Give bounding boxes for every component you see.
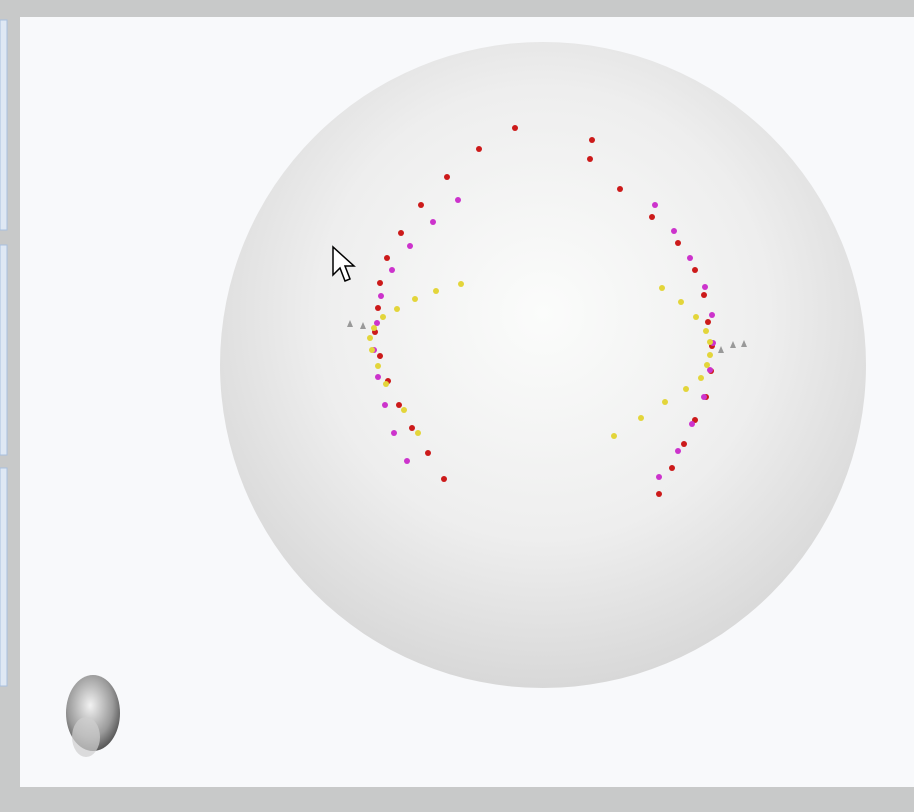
sphere [220,42,866,688]
red-sensor [649,214,655,220]
yellow-sensor [401,407,407,413]
red-sensor [398,230,404,236]
magenta-sensor [687,255,693,261]
magenta-sensor [382,402,388,408]
magenta-sensor [702,284,708,290]
magenta-sensor [709,312,715,318]
red-sensor [512,125,518,131]
magenta-sensor [652,202,658,208]
red-sensor [675,240,681,246]
fiducial [718,346,724,353]
magenta-sensor [374,320,380,326]
yellow-sensor [659,285,665,291]
red-sensor [701,292,707,298]
red-sensor [705,319,711,325]
red-sensor [681,441,687,447]
magenta-sensor [671,228,677,234]
red-sensor [656,491,662,497]
magenta-sensor [656,474,662,480]
magenta-sensor [455,197,461,203]
red-sensor [444,174,450,180]
magenta-sensor [391,430,397,436]
yellow-sensor [383,381,389,387]
red-sensor [425,450,431,456]
magenta-sensor [430,219,436,225]
side-tab[interactable] [0,19,8,231]
yellow-sensor [693,314,699,320]
magenta-sensor [389,267,395,273]
yellow-sensor [698,375,704,381]
magenta-sensor [689,421,695,427]
yellow-sensor [707,352,713,358]
red-sensor [589,137,595,143]
yellow-sensor [433,288,439,294]
yellow-sensor [704,362,710,368]
yellow-sensor [611,433,617,439]
yellow-sensor [683,386,689,392]
side-tab[interactable] [0,244,8,456]
yellow-sensor [394,306,400,312]
yellow-sensor [458,281,464,287]
magenta-sensor [378,293,384,299]
red-sensor [476,146,482,152]
yellow-sensor [412,296,418,302]
red-sensor [441,476,447,482]
yellow-sensor [662,399,668,405]
yellow-sensor [367,335,373,341]
fiducial [347,320,353,327]
fiducial [730,341,736,348]
yellow-sensor [703,328,709,334]
yellow-sensor [415,430,421,436]
side-tab[interactable] [0,467,8,687]
yellow-sensor [380,314,386,320]
yellow-sensor [369,347,375,353]
red-sensor [377,280,383,286]
head-icon[interactable] [66,675,120,757]
red-sensor [418,202,424,208]
red-sensor [375,305,381,311]
yellow-sensor [375,363,381,369]
magenta-sensor [707,367,713,373]
red-sensor [669,465,675,471]
magenta-sensor [675,448,681,454]
magenta-sensor [404,458,410,464]
magenta-sensor [375,374,381,380]
red-sensor [587,156,593,162]
yellow-sensor [638,415,644,421]
yellow-sensor [371,325,377,331]
magenta-sensor [407,243,413,249]
face [72,717,100,757]
fiducial [741,340,747,347]
yellow-sensor [707,339,713,345]
cursor [332,245,356,282]
red-sensor [384,255,390,261]
sensors [347,125,747,497]
yellow-sensor [678,299,684,305]
red-sensor [396,402,402,408]
magenta-sensor [701,394,707,400]
fiducial [360,322,366,329]
red-sensor [692,267,698,273]
red-sensor [617,186,623,192]
red-sensor [377,353,383,359]
red-sensor [409,425,415,431]
